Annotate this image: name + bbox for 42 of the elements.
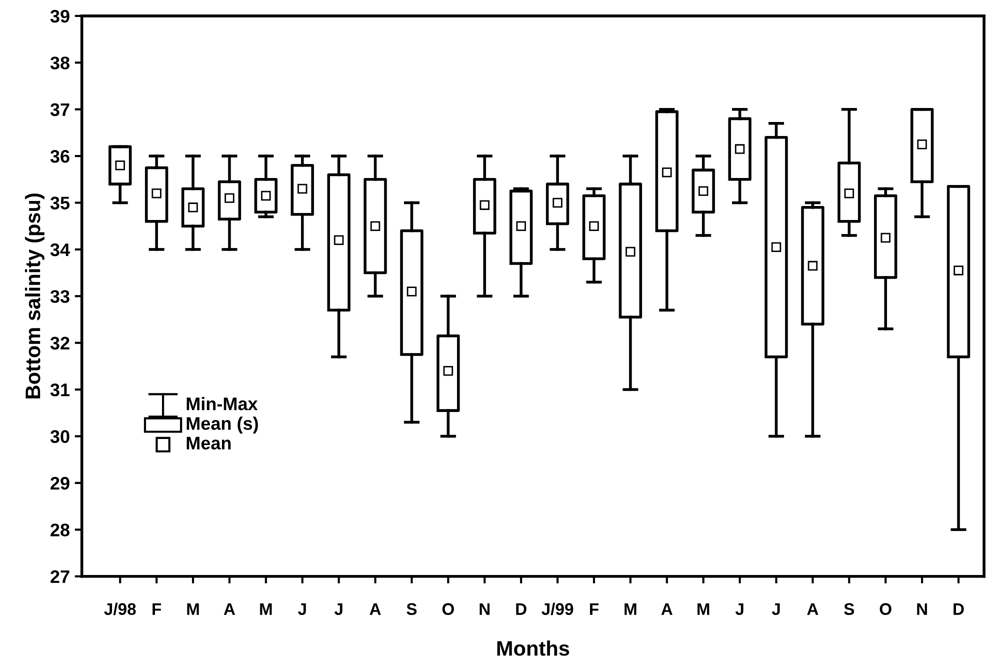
y-tick-label: 30 [50, 430, 70, 443]
x-tick-label: N [917, 603, 927, 615]
x-tick-label: J [735, 603, 744, 615]
annotation: Min-Max [186, 397, 258, 410]
x-tick-label: J [334, 603, 342, 615]
x-tick-label: S [406, 603, 417, 615]
y-tick-label: 27 [50, 570, 70, 583]
x-tick-label: J [772, 603, 780, 615]
y-tick-label: 29 [50, 476, 70, 490]
x-tick-label: D [516, 603, 526, 615]
x-tick-label: A [807, 603, 818, 615]
x-tick-label: O [442, 603, 454, 615]
y-tick-label: 28 [50, 524, 70, 536]
x-axis-title: Months [497, 640, 570, 656]
x-tick-label: M [698, 603, 710, 615]
y-tick-label: 38 [50, 56, 70, 70]
annotation: Mean (s) [186, 416, 258, 434]
x-tick-label: A [661, 603, 672, 615]
x-tick-label: A [370, 603, 381, 615]
y-axis-title: Bottom salinity (psu) [24, 194, 44, 398]
y-tick-label: 39 [50, 10, 70, 23]
y-tick-label: 33 [50, 290, 70, 303]
x-tick-label: O [880, 603, 892, 615]
x-tick-label: F [590, 603, 598, 615]
y-tick-label: 35 [50, 196, 70, 210]
x-tick-label: M [260, 603, 272, 615]
x-tick-label: N [480, 603, 490, 615]
x-tick-label: D [954, 603, 964, 615]
x-tick-label: M [187, 603, 199, 615]
x-tick-label: J/99 [542, 602, 574, 616]
x-tick-label: F [152, 603, 162, 615]
x-tick-label: A [224, 603, 236, 615]
x-tick-label: S [844, 603, 854, 615]
annotation: Mean [186, 436, 231, 450]
x-tick-label: J [298, 603, 306, 615]
y-tick-label: 31 [50, 383, 70, 396]
y-tick-label: 34 [50, 243, 70, 256]
x-tick-label: J/98 [104, 602, 136, 616]
y-tick-label: 37 [50, 103, 70, 116]
y-tick-label: 32 [50, 336, 70, 350]
y-tick-label: 36 [50, 150, 70, 163]
x-tick-label: M [624, 603, 636, 615]
